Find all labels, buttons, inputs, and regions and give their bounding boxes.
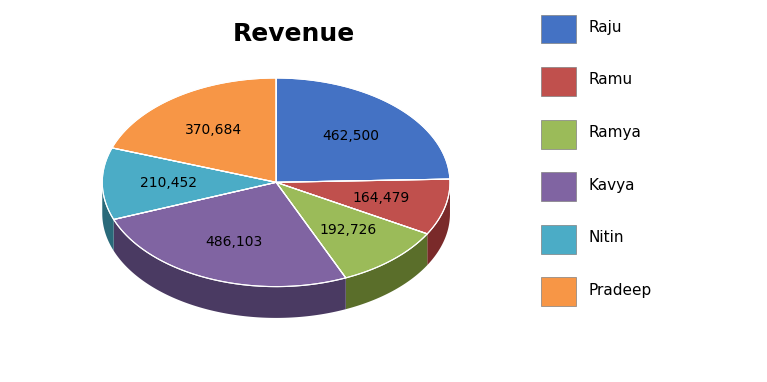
Polygon shape bbox=[102, 182, 114, 251]
Text: Nitin: Nitin bbox=[588, 230, 624, 245]
Bar bbox=[542, 15, 575, 44]
Text: 462,500: 462,500 bbox=[323, 129, 380, 143]
Bar bbox=[542, 67, 575, 96]
Polygon shape bbox=[112, 78, 276, 182]
Text: 164,479: 164,479 bbox=[352, 191, 410, 205]
Bar bbox=[542, 120, 575, 149]
Text: 192,726: 192,726 bbox=[320, 223, 377, 237]
Text: Ramu: Ramu bbox=[588, 73, 633, 87]
Polygon shape bbox=[102, 148, 276, 220]
Text: 210,452: 210,452 bbox=[140, 176, 197, 190]
Polygon shape bbox=[276, 179, 450, 234]
Text: Kavya: Kavya bbox=[588, 178, 635, 193]
Polygon shape bbox=[114, 220, 346, 318]
Bar bbox=[542, 225, 575, 254]
Text: Pradeep: Pradeep bbox=[588, 283, 652, 298]
Text: Ramya: Ramya bbox=[588, 125, 641, 140]
Text: 486,103: 486,103 bbox=[206, 235, 263, 249]
Bar bbox=[542, 172, 575, 201]
Bar bbox=[542, 277, 575, 306]
Polygon shape bbox=[114, 182, 346, 286]
Polygon shape bbox=[276, 78, 450, 182]
Polygon shape bbox=[276, 182, 427, 278]
Text: Raju: Raju bbox=[588, 20, 622, 35]
Polygon shape bbox=[427, 183, 450, 265]
Polygon shape bbox=[346, 234, 427, 309]
Text: 370,684: 370,684 bbox=[185, 123, 242, 136]
Text: Revenue: Revenue bbox=[232, 23, 354, 46]
